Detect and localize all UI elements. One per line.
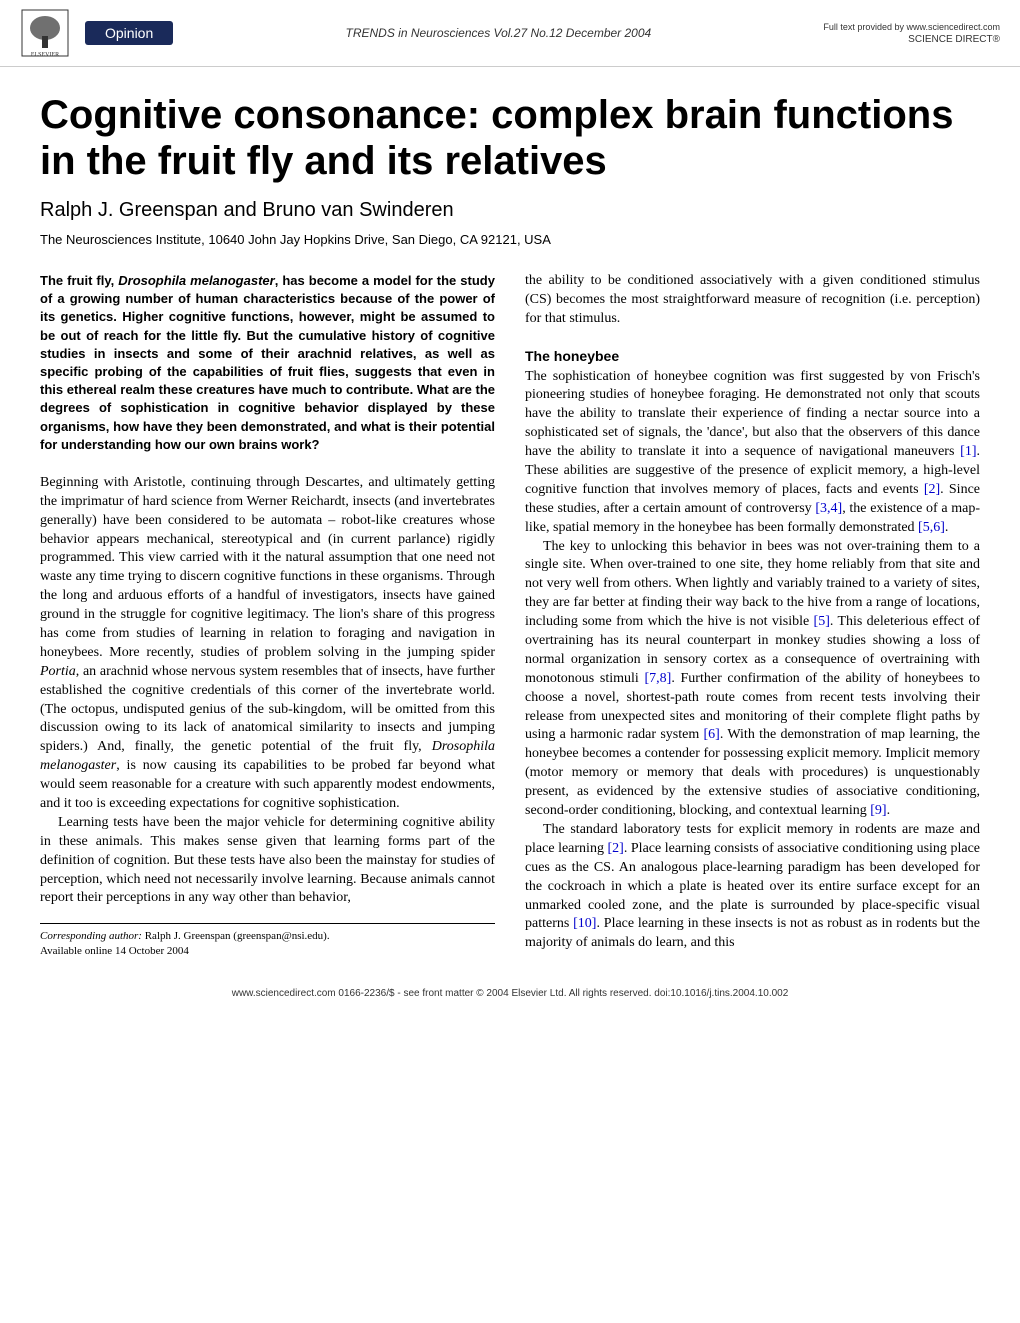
reference-link[interactable]: [6] xyxy=(704,727,720,742)
body-text: . xyxy=(945,520,949,535)
abstract: The fruit fly, Drosophila melanogaster, … xyxy=(40,272,495,454)
abstract-text-1: The fruit fly, xyxy=(40,273,118,288)
provider-info: Full text provided by www.sciencedirect.… xyxy=(823,22,1000,45)
reference-link[interactable]: [5,6] xyxy=(918,520,945,535)
provider-text: Full text provided by www.sciencedirect.… xyxy=(823,22,1000,32)
tree-icon: ELSEVIER xyxy=(20,8,70,58)
reference-link[interactable]: [2] xyxy=(924,482,940,497)
footnote-label: Corresponding author: xyxy=(40,930,142,942)
sciencedirect-logo: SCIENCE DIRECT® xyxy=(823,34,1000,45)
intro-paragraph-1: Beginning with Aristotle, continuing thr… xyxy=(40,474,495,814)
author-names: Ralph J. Greenspan and Bruno van Swinder… xyxy=(0,194,1020,232)
reference-link[interactable]: [10] xyxy=(573,916,596,931)
availability-date: Available online 14 October 2004 xyxy=(40,945,189,957)
journal-citation: TRENDS in Neurosciences Vol.27 No.12 Dec… xyxy=(173,26,823,40)
honeybee-paragraph-3: The standard laboratory tests for explic… xyxy=(525,821,980,953)
page-header: ELSEVIER Opinion TRENDS in Neurosciences… xyxy=(0,0,1020,67)
article-body: The fruit fly, Drosophila melanogaster, … xyxy=(0,272,1020,978)
body-text: The sophistication of honeybee cognition… xyxy=(525,369,980,460)
left-column: The fruit fly, Drosophila melanogaster, … xyxy=(40,272,495,958)
reference-link[interactable]: [2] xyxy=(608,841,624,856)
continuation-paragraph: the ability to be conditioned associativ… xyxy=(525,272,980,329)
article-type-badge: Opinion xyxy=(85,21,173,45)
section-heading-honeybee: The honeybee xyxy=(525,347,980,366)
body-text: Beginning with Aristotle, continuing thr… xyxy=(40,475,495,660)
body-text: . xyxy=(887,803,891,818)
footnote-text: Ralph J. Greenspan (greenspan@nsi.edu). xyxy=(142,930,330,942)
corresponding-author-note: Corresponding author: Ralph J. Greenspan… xyxy=(40,923,495,958)
reference-link[interactable]: [5] xyxy=(814,614,830,629)
honeybee-paragraph-1: The sophistication of honeybee cognition… xyxy=(525,368,980,538)
page-footer: www.sciencedirect.com 0166-2236/$ - see … xyxy=(0,978,1020,1009)
reference-link[interactable]: [7,8] xyxy=(645,671,672,686)
species-name: Drosophila melanogaster xyxy=(118,273,274,288)
reference-link[interactable]: [9] xyxy=(870,803,886,818)
intro-paragraph-2: Learning tests have been the major vehic… xyxy=(40,814,495,908)
reference-link[interactable]: [3,4] xyxy=(815,501,842,516)
right-column: the ability to be conditioned associativ… xyxy=(525,272,980,958)
body-text: , an arachnid whose nervous system resem… xyxy=(40,664,495,755)
honeybee-paragraph-2: The key to unlocking this behavior in be… xyxy=(525,538,980,821)
reference-link[interactable]: [1] xyxy=(960,444,976,459)
author-affiliation: The Neurosciences Institute, 10640 John … xyxy=(0,232,1020,272)
article-title: Cognitive consonance: complex brain func… xyxy=(0,67,1020,194)
elsevier-logo: ELSEVIER xyxy=(20,8,70,58)
species-portia: Portia xyxy=(40,664,76,679)
abstract-text-2: , has become a model for the study of a … xyxy=(40,273,495,452)
svg-text:ELSEVIER: ELSEVIER xyxy=(31,52,59,58)
